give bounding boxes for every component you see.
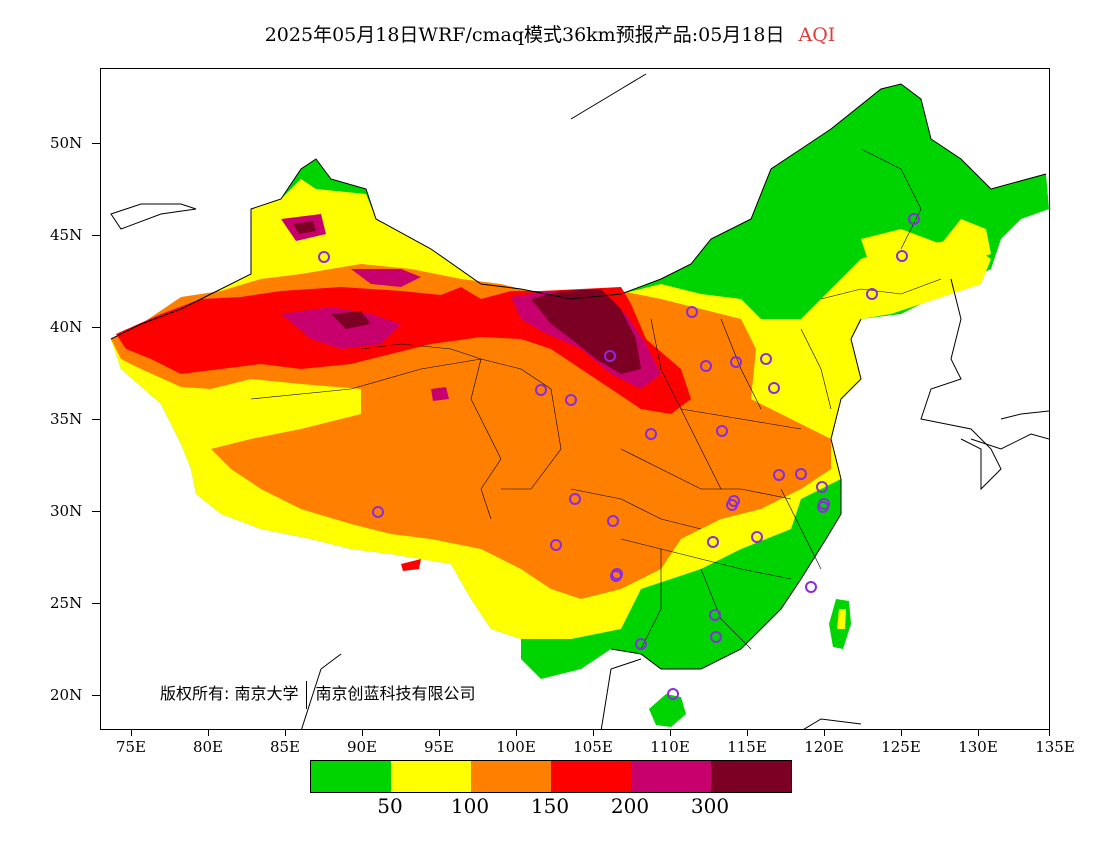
copyright-partner: 南京创蓝科技有限公司 <box>315 684 476 703</box>
legend-label-100: 100 <box>450 794 490 818</box>
station-marker <box>645 428 657 440</box>
lon-tick <box>516 730 517 736</box>
lon-label-85e: 85E <box>269 738 301 756</box>
lon-tick <box>1049 730 1050 736</box>
legend-label-300: 300 <box>690 794 730 818</box>
lon-tick <box>901 730 902 736</box>
lat-label-45n: 45N <box>50 226 83 244</box>
station-marker <box>716 425 728 437</box>
lon-label-120e: 120E <box>804 738 844 756</box>
lat-tick <box>92 143 100 144</box>
lon-label-75e: 75E <box>115 738 147 756</box>
station-marker <box>760 353 772 365</box>
lon-tick <box>285 730 286 736</box>
lat-label-50n: 50N <box>50 134 83 152</box>
lon-tick <box>747 730 748 736</box>
station-marker <box>818 498 830 510</box>
lon-label-130e: 130E <box>958 738 998 756</box>
station-marker <box>635 638 647 650</box>
map-frame <box>100 68 1050 730</box>
station-marker <box>707 536 719 548</box>
station-marker <box>318 251 330 263</box>
copyright-separator <box>306 680 308 709</box>
lat-label-30n: 30N <box>50 502 83 520</box>
lon-label-135e: 135E <box>1035 738 1075 756</box>
lon-label-90e: 90E <box>346 738 378 756</box>
station-marker <box>866 288 878 300</box>
lon-label-105e: 105E <box>573 738 613 756</box>
lat-tick <box>92 695 100 696</box>
legend-swatch-3 <box>471 761 551 792</box>
legend-swatch-2 <box>391 761 471 792</box>
lat-tick <box>92 327 100 328</box>
station-marker <box>726 499 738 511</box>
lat-tick <box>92 603 100 604</box>
lat-tick <box>92 511 100 512</box>
station-marker <box>795 468 807 480</box>
title-variable: AQI <box>798 24 836 46</box>
title-main: 2025年05月18日WRF/cmaq模式36km预报产品:05月18日 <box>264 24 785 46</box>
station-marker <box>908 213 920 225</box>
lon-tick <box>362 730 363 736</box>
station-marker <box>565 394 577 406</box>
station-marker <box>805 581 817 593</box>
lon-tick <box>439 730 440 736</box>
lon-tick <box>978 730 979 736</box>
lon-tick <box>208 730 209 736</box>
lat-label-25n: 25N <box>50 594 83 612</box>
lon-label-80e: 80E <box>192 738 224 756</box>
station-marker <box>816 481 828 493</box>
station-marker <box>550 539 562 551</box>
station-marker <box>686 306 698 318</box>
lon-label-100e: 100E <box>496 738 536 756</box>
station-marker <box>896 250 908 262</box>
station-marker <box>700 360 712 372</box>
station-marker <box>611 568 623 580</box>
legend-label-50: 50 <box>377 794 403 818</box>
station-marker <box>604 350 616 362</box>
copyright-notice: 版权所有: 南京大学 南京创蓝科技有限公司 <box>160 680 476 709</box>
station-marker <box>730 356 742 368</box>
lon-tick <box>131 730 132 736</box>
lon-label-125e: 125E <box>881 738 921 756</box>
station-marker <box>710 631 722 643</box>
legend-swatch-1 <box>311 761 391 792</box>
station-marker <box>667 688 679 700</box>
station-marker <box>569 493 581 505</box>
lat-tick <box>92 235 100 236</box>
copyright-owner: 版权所有: 南京大学 <box>160 684 299 703</box>
map-title: 2025年05月18日WRF/cmaq模式36km预报产品:05月18日 AQI <box>0 20 1100 47</box>
legend-label-200: 200 <box>610 794 650 818</box>
legend-swatch-5 <box>631 761 711 792</box>
lon-label-115e: 115E <box>727 738 767 756</box>
station-marker <box>607 515 619 527</box>
legend-swatch-6 <box>711 761 791 792</box>
lon-label-110e: 110E <box>650 738 690 756</box>
station-marker <box>535 384 547 396</box>
lat-label-35n: 35N <box>50 410 83 428</box>
lat-tick <box>92 419 100 420</box>
station-marker <box>751 531 763 543</box>
legend-swatch-4 <box>551 761 631 792</box>
aqi-map <box>110 73 1049 729</box>
lat-label-40n: 40N <box>50 318 83 336</box>
station-marker <box>773 469 785 481</box>
lat-label-20n: 20N <box>50 686 83 704</box>
station-marker <box>372 506 384 518</box>
lon-tick <box>593 730 594 736</box>
lon-tick <box>670 730 671 736</box>
station-marker <box>768 382 780 394</box>
station-marker <box>709 609 721 621</box>
color-legend <box>310 760 792 793</box>
legend-label-150: 150 <box>530 794 570 818</box>
lon-label-95e: 95E <box>423 738 455 756</box>
lon-tick <box>824 730 825 736</box>
